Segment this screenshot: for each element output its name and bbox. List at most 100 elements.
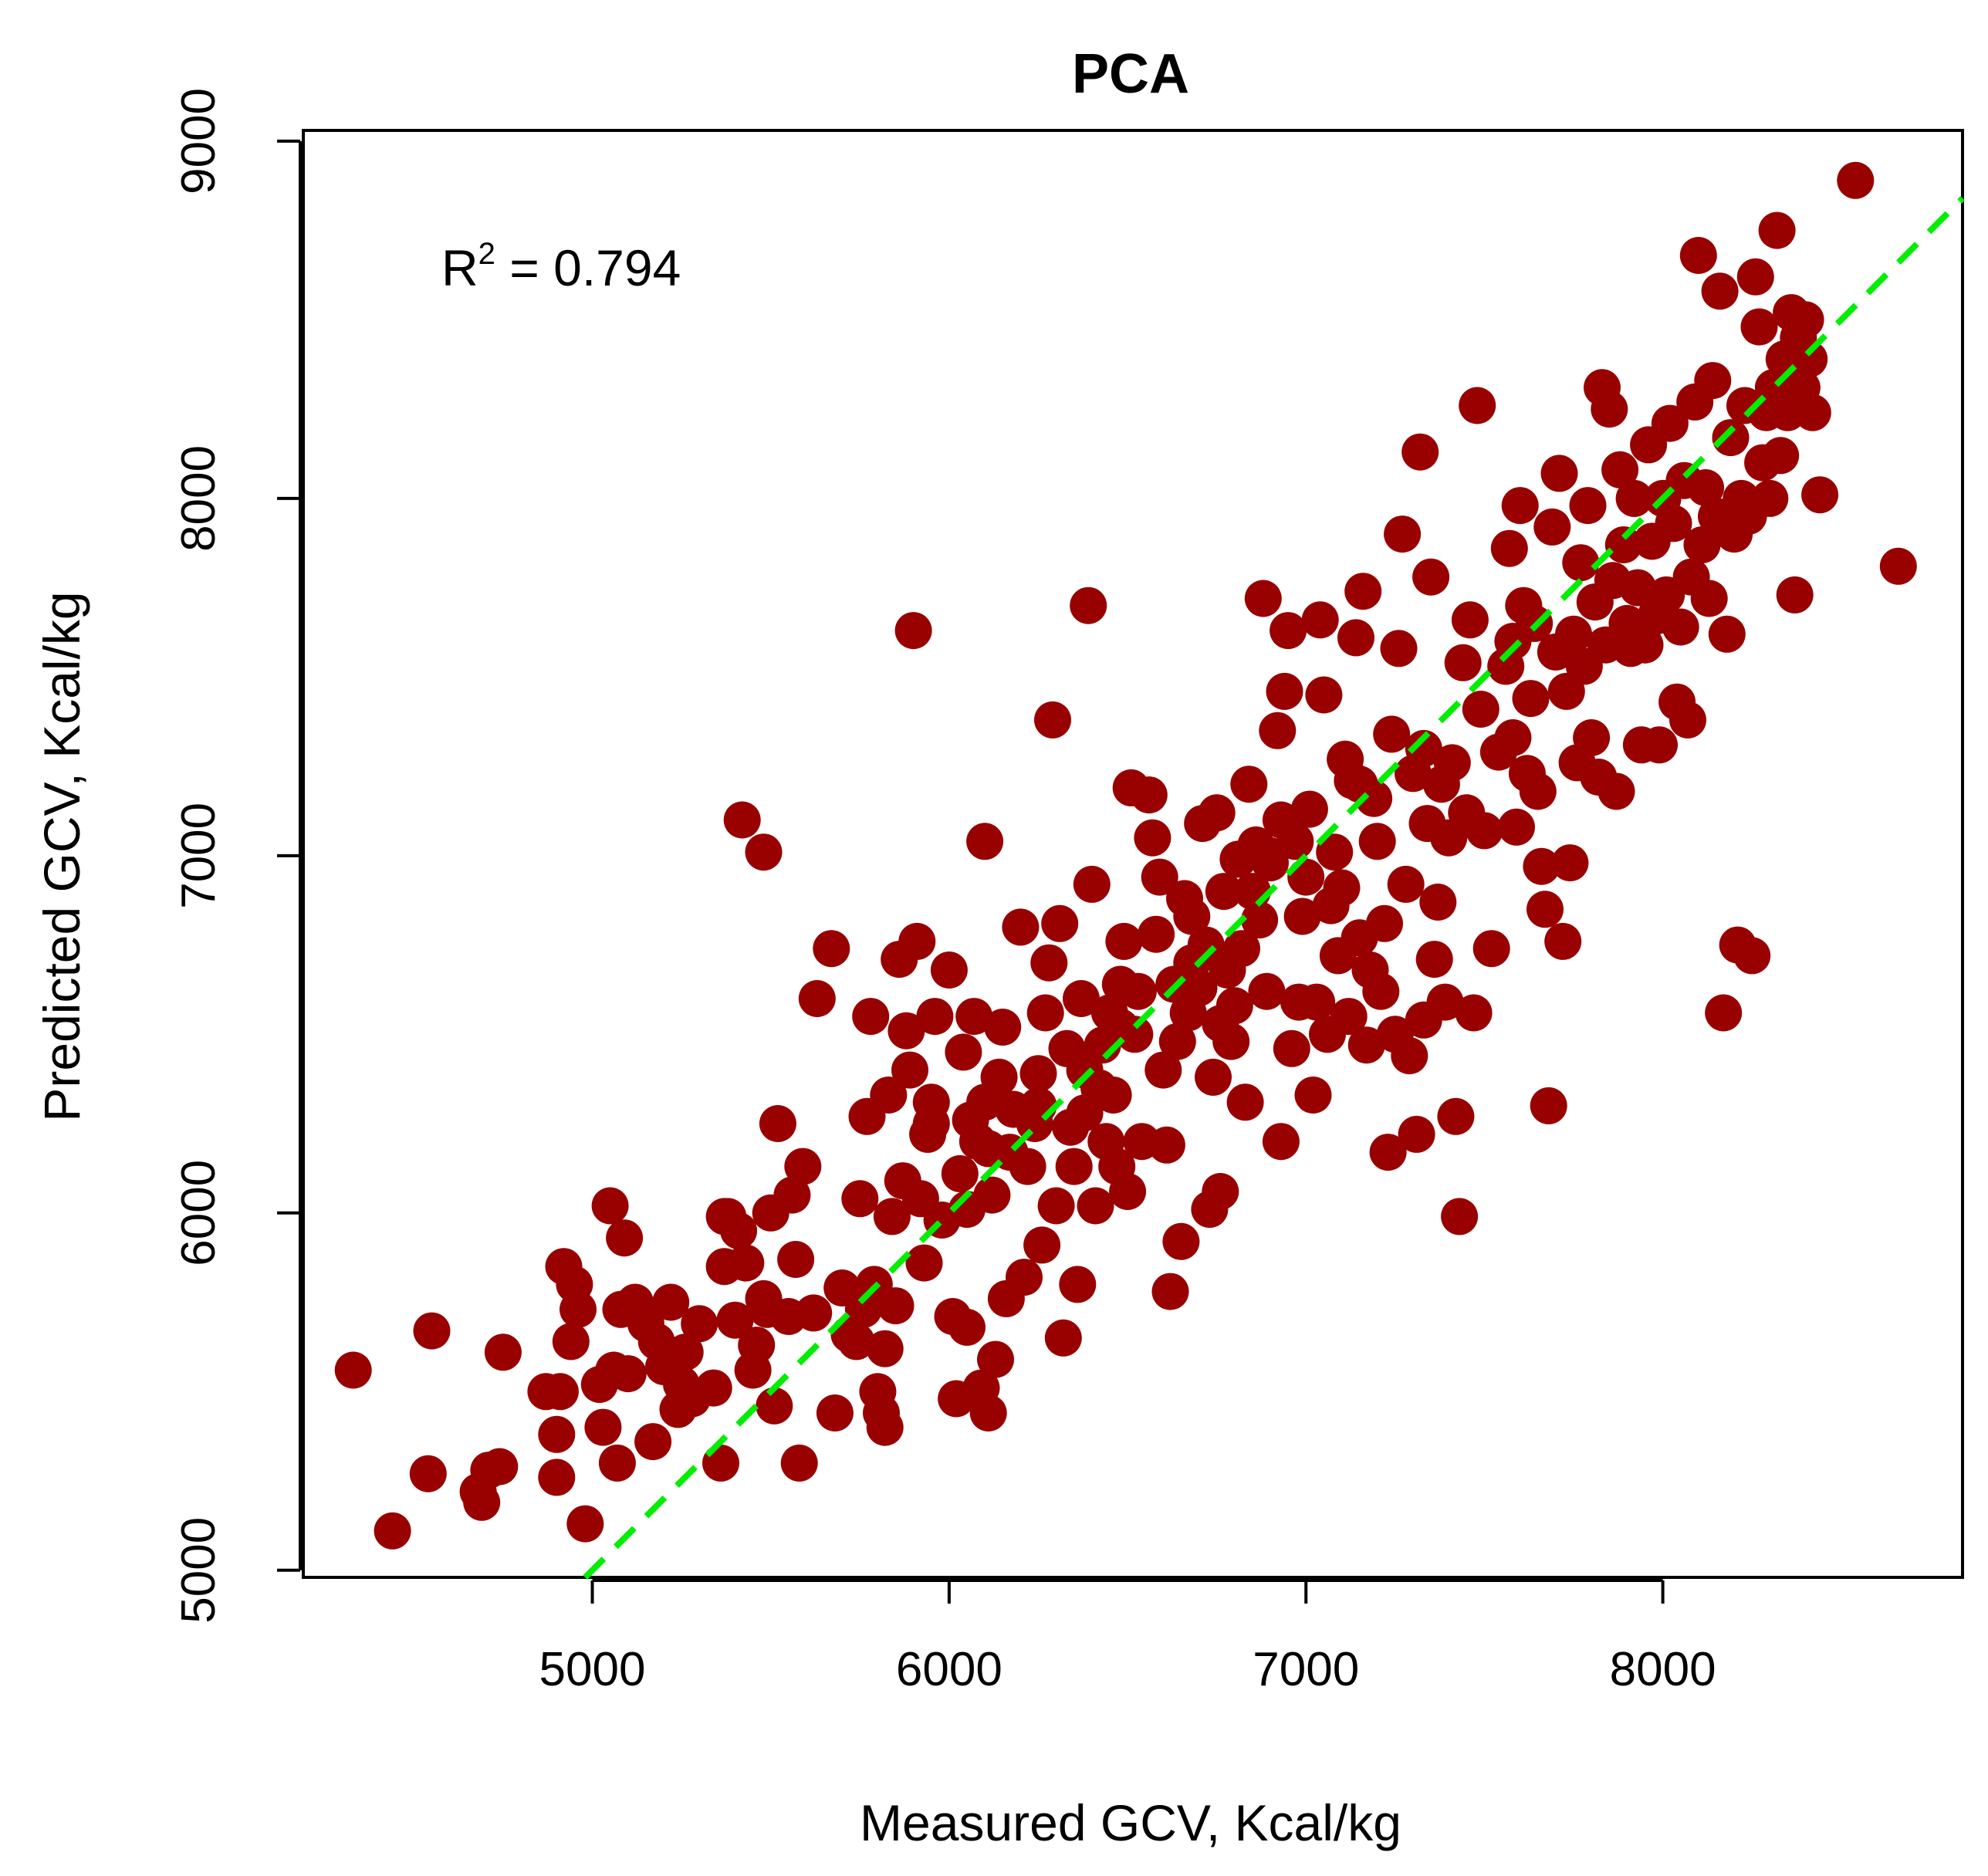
- data-point-241: [1494, 719, 1532, 756]
- data-point-335: [1019, 1087, 1057, 1124]
- data-point-260: [1562, 544, 1600, 582]
- data-point-320: [1776, 576, 1814, 614]
- data-point-189: [1298, 983, 1336, 1021]
- data-point-246: [1512, 680, 1550, 718]
- data-point-2: [374, 1512, 411, 1550]
- data-point-38: [695, 1369, 732, 1407]
- data-point-198: [1330, 998, 1368, 1036]
- data-point-243: [1501, 487, 1539, 525]
- data-point-222: [1415, 941, 1453, 979]
- data-point-233: [1455, 994, 1493, 1032]
- x-axis-label: Measured GCV, Kcal/kg: [860, 1794, 1401, 1851]
- data-point-146: [1138, 915, 1175, 953]
- data-point-301: [1708, 615, 1746, 653]
- data-point-249: [1523, 847, 1560, 885]
- data-point-324: [1790, 340, 1828, 378]
- data-point-248: [1519, 772, 1557, 810]
- data-point-325: [1794, 394, 1831, 431]
- y-tick-label: 6000: [172, 1160, 225, 1266]
- data-point-210: [1373, 715, 1411, 753]
- data-point-182: [1273, 1029, 1310, 1067]
- data-point-276: [1619, 569, 1657, 607]
- data-point-180: [1266, 672, 1303, 710]
- data-point-302: [1712, 419, 1750, 457]
- data-point-37: [681, 1305, 718, 1343]
- data-point-185: [1283, 897, 1321, 935]
- data-point-124: [1055, 1148, 1093, 1185]
- data-point-262: [1569, 487, 1607, 525]
- data-point-66: [841, 1180, 879, 1218]
- data-point-333: [1252, 837, 1289, 874]
- data-point-21: [591, 1187, 629, 1225]
- data-point-144: [1130, 776, 1168, 814]
- data-point-181: [1270, 612, 1307, 650]
- data-point-74: [870, 1077, 908, 1114]
- data-point-42: [716, 1301, 754, 1339]
- data-point-99: [966, 823, 1004, 860]
- data-point-145: [1134, 819, 1172, 857]
- data-point-296: [1690, 580, 1728, 617]
- y-tick-label: 9000: [172, 88, 225, 194]
- data-point-299: [1701, 272, 1739, 310]
- data-point-110: [1002, 908, 1040, 946]
- data-point-236: [1466, 812, 1503, 850]
- data-point-87: [916, 998, 954, 1036]
- y-tick-label: 5000: [172, 1517, 225, 1624]
- data-point-310: [1740, 308, 1778, 346]
- data-point-13: [541, 1373, 579, 1411]
- data-point-25: [606, 1219, 644, 1257]
- data-point-79: [888, 1012, 925, 1050]
- data-point-330: [1202, 1005, 1239, 1043]
- data-point-3: [409, 1455, 447, 1492]
- data-point-147: [1141, 858, 1178, 896]
- data-point-327: [1837, 161, 1875, 199]
- data-point-242: [1498, 808, 1535, 846]
- data-point-338: [1173, 944, 1211, 982]
- data-point-17: [560, 1290, 597, 1328]
- data-point-59: [795, 1294, 833, 1332]
- plot-frame: [302, 129, 1964, 1579]
- data-point-170: [1226, 1083, 1264, 1121]
- data-point-128: [1070, 586, 1107, 624]
- r-squared-value: = 0.794: [495, 239, 681, 296]
- data-point-121: [1044, 1319, 1082, 1357]
- data-point-4: [413, 1312, 451, 1350]
- data-point-270: [1598, 772, 1635, 810]
- data-point-163: [1202, 1173, 1239, 1210]
- data-point-209: [1369, 1134, 1407, 1171]
- data-point-300: [1705, 994, 1743, 1032]
- data-point-297: [1694, 362, 1732, 400]
- data-point-148: [1144, 1051, 1182, 1089]
- data-point-29: [634, 1423, 672, 1461]
- data-point-176: [1248, 972, 1286, 1010]
- data-point-234: [1459, 387, 1496, 424]
- data-point-323: [1787, 301, 1824, 339]
- data-point-58: [784, 1148, 822, 1185]
- data-point-150: [1151, 1273, 1189, 1310]
- data-point-89: [930, 952, 968, 989]
- data-point-149: [1148, 1126, 1185, 1164]
- x-tick-label: 6000: [896, 1643, 1002, 1696]
- data-point-175: [1244, 580, 1282, 617]
- data-point-161: [1195, 1058, 1232, 1096]
- data-point-294: [1683, 526, 1721, 563]
- data-point-105: [980, 1058, 1018, 1096]
- data-point-178: [1259, 712, 1297, 749]
- data-point-6: [463, 1483, 501, 1521]
- r-squared-annotation: R2 = 0.794: [441, 237, 681, 296]
- data-point-126: [1063, 980, 1100, 1017]
- data-point-206: [1358, 823, 1396, 860]
- x-tick-label: 5000: [539, 1643, 646, 1696]
- data-point-142: [1119, 972, 1157, 1010]
- data-point-118: [1034, 701, 1071, 739]
- data-point-316: [1762, 437, 1800, 475]
- data-points: [334, 161, 1917, 1550]
- data-point-207: [1362, 972, 1400, 1010]
- data-point-52: [745, 833, 783, 871]
- data-point-258: [1555, 615, 1592, 653]
- data-point-62: [816, 1394, 854, 1432]
- y-tick-label: 8000: [172, 445, 225, 552]
- data-point-230: [1444, 644, 1482, 681]
- data-point-15: [552, 1323, 590, 1361]
- data-point-115: [1023, 1226, 1061, 1264]
